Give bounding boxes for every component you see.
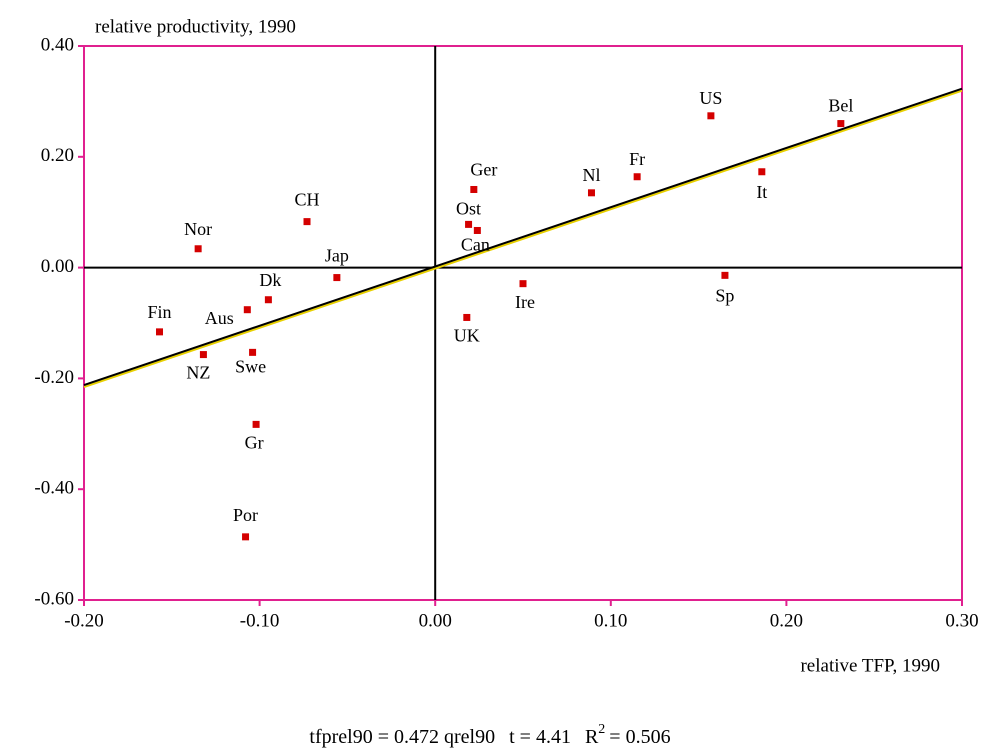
point xyxy=(519,280,527,288)
point xyxy=(156,328,164,336)
point-label: Ire xyxy=(515,292,535,312)
point-label: CH xyxy=(295,190,320,210)
equation-sup: 2 xyxy=(598,722,605,737)
point-label: Can xyxy=(461,235,490,255)
fit-line xyxy=(83,87,963,386)
x-tick-label: -0.10 xyxy=(240,610,280,631)
point xyxy=(470,185,478,193)
point-label: Gr xyxy=(245,433,264,453)
plot-frame xyxy=(83,45,963,601)
point-label: Fr xyxy=(629,149,645,169)
x-tick-label: 0.30 xyxy=(945,610,978,631)
point-label: UK xyxy=(454,326,480,346)
x-tick-label: 0.00 xyxy=(419,610,452,631)
point-label: Bel xyxy=(828,96,853,116)
point xyxy=(242,533,250,541)
point xyxy=(473,226,481,234)
point-label: Aus xyxy=(205,308,234,328)
y-axis-label: relative productivity, 1990 xyxy=(95,16,296,37)
x-tick-label: 0.20 xyxy=(770,610,803,631)
point xyxy=(194,245,202,253)
point-label: Por xyxy=(233,505,258,525)
point xyxy=(252,420,260,428)
fit-line-shadow xyxy=(83,89,963,388)
point xyxy=(837,120,845,128)
equation-t: t = 4.41 xyxy=(509,726,571,748)
equation-r2: = 0.506 xyxy=(609,726,670,748)
point xyxy=(333,274,341,282)
point xyxy=(758,168,766,176)
equation-r: R xyxy=(585,726,599,748)
equation-main: tfprel90 = 0.472 qrel90 xyxy=(309,726,495,748)
point-label: Dk xyxy=(259,270,281,290)
y-tick-label: 0.40 xyxy=(41,34,74,55)
x-tick-label: 0.10 xyxy=(594,610,627,631)
point xyxy=(264,296,272,304)
point-label: Nl xyxy=(582,165,600,185)
point xyxy=(243,306,251,314)
y-tick-label: -0.40 xyxy=(34,478,74,499)
point xyxy=(721,271,729,279)
x-axis-label: relative TFP, 1990 xyxy=(800,655,940,676)
point-label: Sp xyxy=(715,285,734,305)
point xyxy=(303,218,311,226)
point-label: US xyxy=(699,88,722,108)
point-label: It xyxy=(756,182,767,202)
point xyxy=(463,313,471,321)
y-tick-label: -0.20 xyxy=(34,367,74,388)
equation: tfprel90 = 0.472 qrel90 t = 4.41 R2 = 0.506 xyxy=(309,722,670,747)
point xyxy=(199,351,207,359)
point-label: Swe xyxy=(235,356,266,376)
point-label: Nor xyxy=(184,219,212,239)
point xyxy=(633,173,641,181)
point-label: Ost xyxy=(456,199,481,219)
point xyxy=(249,348,257,356)
point xyxy=(707,112,715,120)
point xyxy=(465,220,473,228)
y-tick-label: -0.60 xyxy=(34,588,74,609)
y-tick-label: 0.20 xyxy=(41,145,74,166)
x-tick-label: -0.20 xyxy=(64,610,104,631)
y-tick-label: 0.00 xyxy=(41,256,74,277)
point xyxy=(587,189,595,197)
point-label: Fin xyxy=(148,302,172,322)
point-label: Ger xyxy=(470,160,497,180)
point-label: NZ xyxy=(186,363,210,383)
point-label: Jap xyxy=(325,246,349,266)
